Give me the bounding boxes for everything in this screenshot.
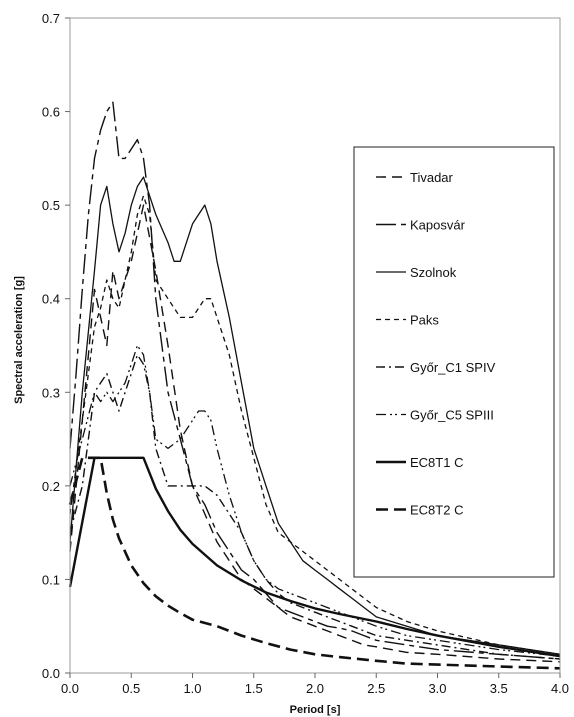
x-tick-label: 2.5 <box>367 681 385 696</box>
legend-label: EC8T2 C <box>410 503 463 518</box>
series-line-szolnok <box>69 176 561 655</box>
x-tick-label: 1.0 <box>183 681 201 696</box>
x-axis-title: Period [s] <box>290 704 341 716</box>
x-tick-label: 3.5 <box>490 681 508 696</box>
series-line-ec8t2-c <box>68 456 561 670</box>
x-tick-label: 1.5 <box>245 681 263 696</box>
y-tick-label: 0.7 <box>42 11 60 26</box>
y-tick-label: 0.2 <box>42 479 60 494</box>
y-tick-label: 0.1 <box>42 572 60 587</box>
y-tick-label: 0.4 <box>42 292 60 307</box>
legend-label: Szolnok <box>410 265 457 280</box>
y-axis-title: Spectral acceleration [g] <box>13 276 25 404</box>
y-tick-label: 0.5 <box>42 198 60 213</box>
series-line-paks <box>69 195 561 655</box>
legend-label: EC8T1 C <box>410 455 463 470</box>
legend-label: Tivadar <box>410 170 454 185</box>
legend-label: Paks <box>410 313 439 328</box>
series-layer <box>68 101 561 670</box>
y-tick-label: 0.0 <box>42 666 60 681</box>
y-tick-label: 0.6 <box>42 105 60 120</box>
legend-label: Kaposvár <box>410 218 466 233</box>
y-tick-label: 0.3 <box>42 385 60 400</box>
x-tick-label: 0.0 <box>61 681 79 696</box>
axes-layer: 0.0 0.5 1.0 1.5 2.0 2.5 3.0 3.5 4.0 0.0 0.1 0.2 0.3 0… <box>42 11 569 696</box>
series-line-kaposv-r <box>69 101 561 660</box>
legend-label: Győr_C1 SPIV <box>410 360 496 375</box>
series-line-ec8t1-c <box>68 456 561 658</box>
legend-label: Győr_C5 SPIII <box>410 408 494 423</box>
x-tick-label: 0.5 <box>122 681 140 696</box>
x-tick-label: 3.0 <box>428 681 446 696</box>
legend-box <box>353 146 555 578</box>
x-tick-label: 4.0 <box>551 681 569 696</box>
x-tick-label: 2.0 <box>306 681 324 696</box>
legend: Tivadar Kaposvár Szolnok Paks Győr_C1 SPIV Gy… <box>353 146 555 578</box>
series-line-gy-r-c1-spiv <box>69 354 561 660</box>
